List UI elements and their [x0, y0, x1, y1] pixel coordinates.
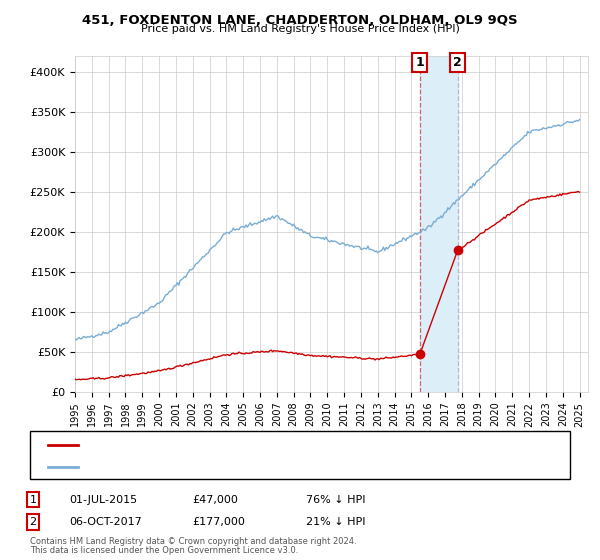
Text: 01-JUL-2015: 01-JUL-2015 — [69, 494, 137, 505]
Text: 21% ↓ HPI: 21% ↓ HPI — [306, 517, 365, 527]
Text: £47,000: £47,000 — [192, 494, 238, 505]
Text: HPI: Average price, detached house, Oldham: HPI: Average price, detached house, Oldh… — [84, 462, 318, 472]
Text: Contains HM Land Registry data © Crown copyright and database right 2024.: Contains HM Land Registry data © Crown c… — [30, 538, 356, 547]
Text: 2: 2 — [29, 517, 37, 527]
Text: Price paid vs. HM Land Registry's House Price Index (HPI): Price paid vs. HM Land Registry's House … — [140, 24, 460, 34]
Text: 451, FOXDENTON LANE, CHADDERTON, OLDHAM, OL9 9QS: 451, FOXDENTON LANE, CHADDERTON, OLDHAM,… — [82, 14, 518, 27]
Text: 06-OCT-2017: 06-OCT-2017 — [69, 517, 142, 527]
Text: 2: 2 — [453, 56, 462, 69]
Text: 1: 1 — [29, 494, 37, 505]
Text: This data is licensed under the Open Government Licence v3.0.: This data is licensed under the Open Gov… — [30, 545, 298, 555]
Text: 451, FOXDENTON LANE, CHADDERTON, OLDHAM, OL9 9QS (detached house): 451, FOXDENTON LANE, CHADDERTON, OLDHAM,… — [84, 441, 485, 450]
Text: £177,000: £177,000 — [192, 517, 245, 527]
Text: 1: 1 — [415, 56, 424, 69]
Bar — [420, 56, 458, 392]
Text: 76% ↓ HPI: 76% ↓ HPI — [306, 494, 365, 505]
